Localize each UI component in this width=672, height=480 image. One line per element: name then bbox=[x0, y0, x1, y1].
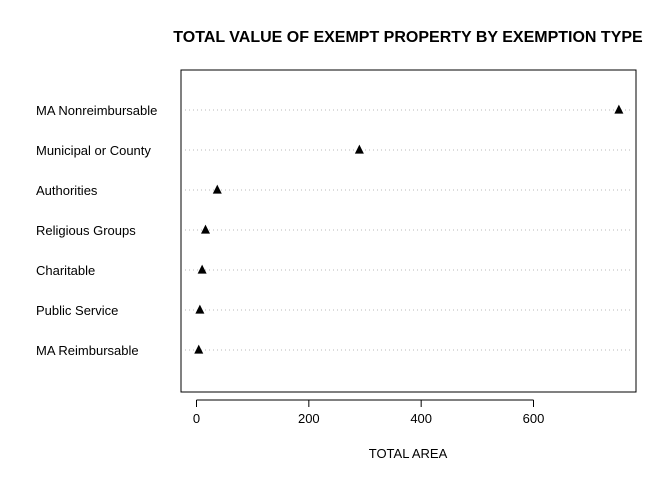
category-label-ma-nonreimbursable: MA Nonreimbursable bbox=[36, 103, 157, 118]
data-point-ma-nonreimbursable bbox=[614, 104, 624, 114]
plot-frame bbox=[180, 69, 637, 393]
data-point-authorities bbox=[212, 184, 222, 194]
x-tick-label-200: 200 bbox=[298, 411, 320, 426]
guide-lines bbox=[185, 109, 632, 351]
data-point-public-service bbox=[195, 304, 205, 314]
category-label-municipal-or-county: Municipal or County bbox=[36, 143, 151, 158]
category-label-ma-reimbursable: MA Reimbursable bbox=[36, 343, 139, 358]
data-point-ma-reimbursable bbox=[194, 344, 204, 354]
x-axis: 0 200 400 600 bbox=[193, 399, 545, 426]
data-markers bbox=[194, 104, 624, 354]
chart-title: TOTAL VALUE OF EXEMPT PROPERTY BY EXEMPT… bbox=[173, 29, 643, 46]
data-point-municipal-or-county bbox=[354, 144, 364, 154]
category-label-charitable: Charitable bbox=[36, 263, 95, 278]
category-label-religious-groups: Religious Groups bbox=[36, 223, 136, 238]
category-label-authorities: Authorities bbox=[36, 183, 98, 198]
x-tick-label-600: 600 bbox=[523, 411, 545, 426]
data-point-religious-groups bbox=[200, 224, 210, 234]
x-tick-label-400: 400 bbox=[410, 411, 432, 426]
category-label-public-service: Public Service bbox=[36, 303, 118, 318]
data-point-charitable bbox=[197, 264, 207, 274]
x-tick-label-0: 0 bbox=[193, 411, 200, 426]
x-axis-title: TOTAL AREA bbox=[369, 446, 448, 461]
category-labels: MA Nonreimbursable Municipal or County Aut… bbox=[36, 103, 157, 358]
